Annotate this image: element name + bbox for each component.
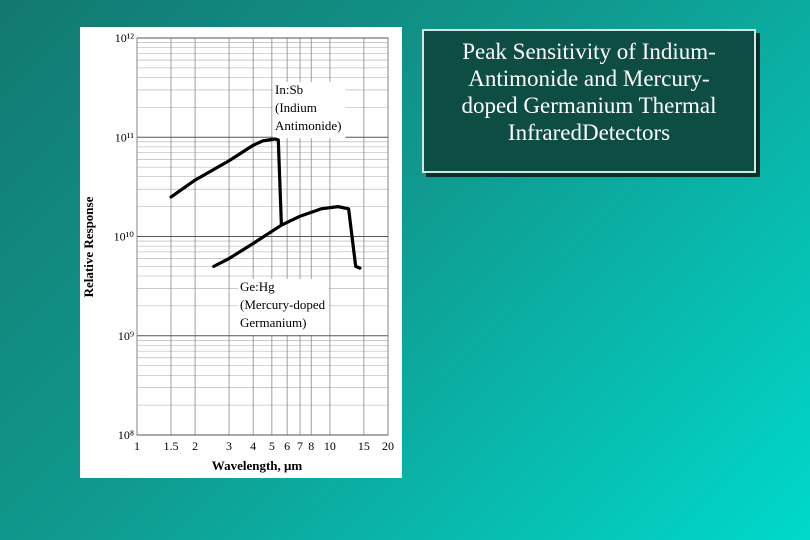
y-tick-label: 10⁸ — [118, 428, 134, 442]
series-line — [212, 205, 362, 270]
x-tick-label: 3 — [226, 439, 232, 453]
x-tick-label: 6 — [284, 439, 290, 453]
annotation-background — [238, 279, 330, 335]
title-line: InfraredDetectors — [507, 120, 671, 145]
series-annotation: Ge:Hg (Mercury-doped Germanium) — [238, 279, 330, 335]
x-tick-label: 2 — [192, 439, 198, 453]
y-axis-label: Relative Response — [81, 196, 96, 297]
x-tick-label: 15 — [358, 439, 370, 453]
y-tick-label: 10¹² — [115, 31, 135, 45]
legend-label: Antimonide) — [275, 118, 341, 133]
legend-label: In:Sb — [275, 82, 303, 97]
legend-label: (Mercury-doped — [240, 297, 326, 312]
x-tick-label: 8 — [308, 439, 314, 453]
x-tick-label: 5 — [269, 439, 275, 453]
series-line — [169, 137, 283, 226]
x-tick-label: 7 — [297, 439, 303, 453]
title-line: Antimonide and Mercury- — [468, 66, 710, 91]
legend-label: Germanium) — [240, 315, 306, 330]
x-axis-label: Wavelength, μm — [212, 458, 303, 473]
legend-label: Ge:Hg — [240, 279, 275, 294]
title-line: doped Germanium Thermal — [461, 93, 717, 118]
x-tick-label: 20 — [382, 439, 394, 453]
annotation-background — [273, 82, 346, 138]
y-tick-label: 10¹¹ — [115, 130, 135, 144]
title-box: Peak Sensitivity of Indium- Antimonide an… — [422, 29, 756, 173]
series-annotation: In:Sb (Indium Antimonide) — [273, 82, 346, 138]
x-tick-label: 10 — [324, 439, 336, 453]
y-tick-label: 10⁹ — [118, 329, 134, 343]
legend-label: (Indium — [275, 100, 317, 115]
x-tick-label: 1.5 — [163, 439, 178, 453]
x-tick-label: 1 — [134, 439, 140, 453]
title-line: Peak Sensitivity of Indium- — [462, 39, 716, 64]
x-tick-label: 4 — [250, 439, 256, 453]
y-tick-label: 10¹⁰ — [114, 230, 135, 244]
